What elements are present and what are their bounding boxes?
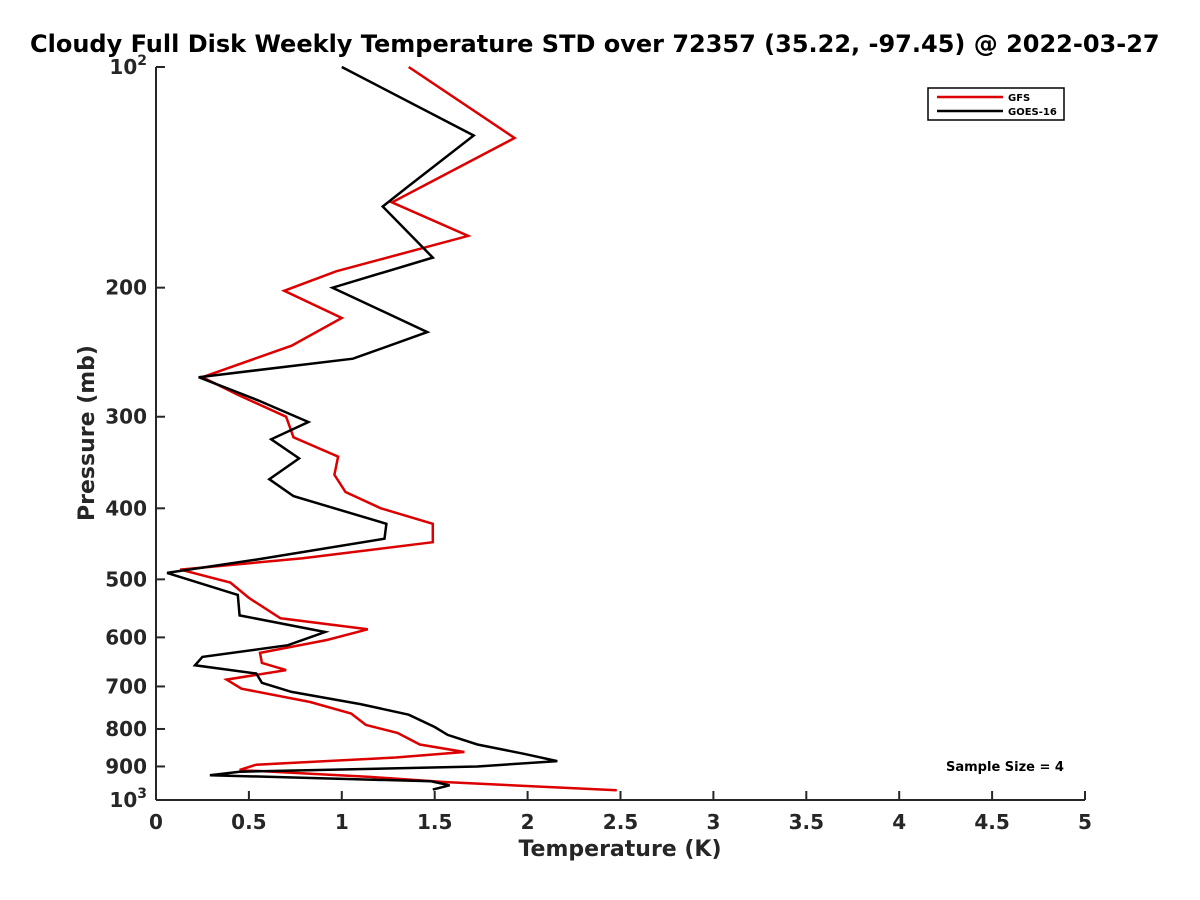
legend-label-gfs: GFS — [1008, 93, 1030, 104]
series-lines — [166, 65, 617, 792]
x-tick-label: 3 — [706, 810, 720, 834]
x-tick-label: 3.5 — [789, 810, 824, 834]
y-tick-label: 900 — [105, 754, 147, 778]
x-axis-label: Temperature (K) — [518, 837, 721, 862]
series-line-goes16 — [166, 65, 558, 791]
x-tick-label: 4 — [892, 810, 906, 834]
legend: GFS GOES-16 — [927, 87, 1065, 121]
axis-ticks: 0 0.5 1 1.5 2 2.5 3 3.5 4 4.5 5 102 200 300 400 500 600 7… — [105, 53, 1092, 834]
x-tick-label: 2 — [521, 810, 535, 834]
y-tick-label: 400 — [105, 496, 147, 520]
x-tick-label: 0 — [149, 810, 163, 834]
y-tick-label: 700 — [105, 674, 147, 698]
y-tick-label: 600 — [105, 625, 147, 649]
chart-title: Cloudy Full Disk Weekly Temperature STD … — [30, 30, 1160, 58]
sample-size-annotation: Sample Size = 4 — [946, 760, 1064, 775]
legend-box — [927, 87, 1065, 121]
series-line-gfs — [179, 65, 617, 792]
x-tick-label: 4.5 — [974, 810, 1009, 834]
y-tick-label: 103 — [109, 786, 147, 812]
x-tick-label: 2.5 — [603, 810, 638, 834]
x-tick-label: 0.5 — [231, 810, 266, 834]
y-tick-label: 500 — [105, 567, 147, 591]
y-tick-label: 200 — [105, 276, 147, 300]
x-tick-label: 5 — [1078, 810, 1092, 834]
y-axis-label: Pressure (mb) — [75, 345, 100, 521]
x-tick-label: 1 — [335, 810, 349, 834]
x-tick-label: 1.5 — [417, 810, 452, 834]
y-tick-label: 300 — [105, 405, 147, 429]
y-tick-label: 800 — [105, 717, 147, 741]
y-tick-label: 102 — [109, 53, 147, 79]
legend-label-goes16: GOES-16 — [1008, 107, 1057, 118]
